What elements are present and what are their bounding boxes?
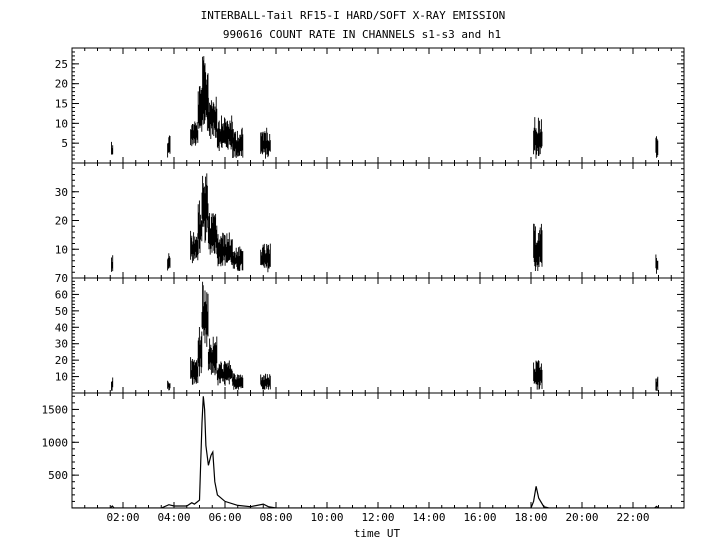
y-tick-label: 20 <box>55 354 68 367</box>
burst-mark <box>232 373 244 390</box>
y-tick-label: 10 <box>55 371 68 384</box>
y-tick-label: 10 <box>55 243 68 256</box>
burst-mark <box>216 232 233 267</box>
y-tick-label: 500 <box>48 469 68 482</box>
x-tick-label: 16:00 <box>463 511 496 524</box>
x-tick-label: 18:00 <box>514 511 547 524</box>
burst-mark <box>197 200 203 255</box>
y-tick-label: 20 <box>55 215 68 228</box>
burst-mark <box>533 360 543 390</box>
h1-line <box>72 396 684 508</box>
x-tick-label: 04:00 <box>157 511 190 524</box>
burst-mark <box>167 135 171 158</box>
burst-mark <box>197 86 203 132</box>
x-tick-label: 08:00 <box>259 511 292 524</box>
burst-mark <box>111 255 114 272</box>
burst-mark <box>167 253 171 271</box>
burst-mark <box>655 254 659 274</box>
burst-mark <box>207 336 218 376</box>
x-tick-label: 06:00 <box>208 511 241 524</box>
y-tick-label: 30 <box>55 186 68 199</box>
x-tick-label: 20:00 <box>565 511 598 524</box>
burst-mark <box>190 230 199 264</box>
burst-mark <box>655 136 659 158</box>
x-tick-label: 14:00 <box>412 511 445 524</box>
y-tick-label: 20 <box>55 78 68 91</box>
series-h1 <box>72 396 684 508</box>
series-s1 <box>111 56 659 159</box>
y-tick-label: 1000 <box>42 436 69 449</box>
burst-mark <box>260 127 271 159</box>
x-tick-label: 02:00 <box>106 511 139 524</box>
burst-mark <box>260 243 271 273</box>
y-tick-label: 50 <box>55 305 68 318</box>
y-tick-label: 5 <box>61 137 68 150</box>
burst-mark <box>201 56 209 131</box>
chart-subtitle: 990616 COUNT RATE IN CHANNELS s1-s3 and … <box>223 28 501 41</box>
burst-mark <box>111 377 114 391</box>
panel-frame-s2 <box>71 162 685 279</box>
y-tick-label: 1500 <box>42 403 69 416</box>
x-tick-label: 22:00 <box>616 511 649 524</box>
y-tick-label: 15 <box>55 98 68 111</box>
burst-mark <box>533 223 543 271</box>
burst-mark <box>232 127 244 158</box>
burst-mark <box>260 373 271 390</box>
burst-mark <box>197 327 203 377</box>
panel-frame-h1 <box>71 392 685 509</box>
burst-mark <box>207 213 218 255</box>
burst-mark <box>111 141 114 155</box>
y-tick-label: 70 <box>55 272 68 285</box>
burst-mark <box>655 376 659 391</box>
y-tick-label: 10 <box>55 117 68 130</box>
burst-mark <box>201 281 209 347</box>
chart-title: INTERBALL-Tail RF15-I HARD/SOFT X-RAY EM… <box>201 9 506 22</box>
y-tick-label: 25 <box>55 58 68 71</box>
x-tick-label: 12:00 <box>361 511 394 524</box>
burst-mark <box>232 246 244 271</box>
burst-mark <box>216 115 233 151</box>
x-axis-label: time UT <box>354 527 401 540</box>
x-tick-label: 10:00 <box>310 511 343 524</box>
burst-mark <box>533 117 543 159</box>
panel-frame-s1 <box>71 47 685 164</box>
burst-mark <box>207 96 218 139</box>
y-tick-label: 60 <box>55 288 68 301</box>
y-tick-label: 30 <box>55 338 68 351</box>
burst-mark <box>167 380 171 391</box>
panel-frame-s3 <box>71 277 685 394</box>
burst-mark <box>190 121 199 147</box>
burst-mark <box>216 360 233 386</box>
y-tick-label: 40 <box>55 321 68 334</box>
plot-area: 5 10 15 20 25 10 20 30 10 20 30 40 50 60 70 500 1000 1500… <box>42 47 685 524</box>
burst-mark <box>201 173 209 243</box>
burst-mark <box>190 357 199 385</box>
series-s3 <box>111 281 659 391</box>
series-s2 <box>111 173 659 274</box>
